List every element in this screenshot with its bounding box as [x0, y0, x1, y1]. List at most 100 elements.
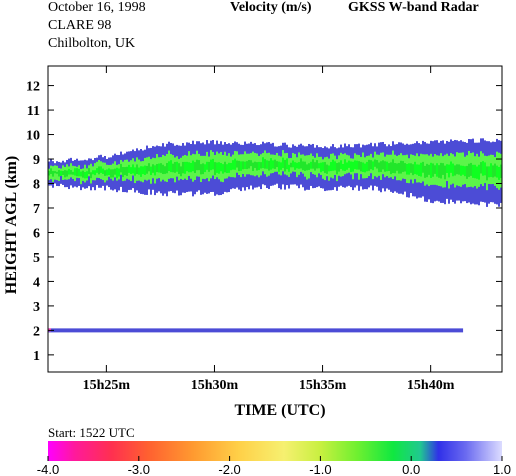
- echo-column-peak: [388, 163, 390, 171]
- echo-column-peak: [156, 164, 158, 173]
- echo-column-peak: [482, 161, 484, 176]
- echo-column-peak: [344, 159, 346, 171]
- echo-column-peak: [96, 168, 98, 173]
- echo-column-peak: [290, 162, 292, 168]
- echo-column-peak: [254, 161, 256, 168]
- echo-column-peak: [430, 162, 432, 178]
- echo-column-peak: [488, 166, 490, 178]
- echo-column-peak: [160, 163, 162, 173]
- x-tick-label: 15h30m: [191, 378, 239, 393]
- echo-column-peak: [436, 163, 438, 177]
- echo-column-peak: [476, 166, 478, 179]
- echo-column-peak: [248, 160, 250, 169]
- echo-column-peak: [460, 165, 462, 176]
- echo-column-peak: [144, 165, 146, 175]
- echo-column-peak: [70, 170, 72, 175]
- echo-column-peak: [406, 163, 408, 175]
- echo-column-peak: [282, 157, 284, 168]
- echo-column-peak: [172, 163, 174, 173]
- echo-column-peak: [274, 159, 276, 169]
- y-tick-label: 12: [26, 80, 40, 95]
- echo-column-peak: [360, 161, 362, 172]
- echo-column-peak: [190, 162, 192, 173]
- echo-column-peak: [86, 171, 88, 179]
- echo-column-peak: [310, 161, 312, 169]
- y-tick-label: 10: [26, 129, 40, 144]
- echo-column-peak: [206, 161, 208, 170]
- echo-column-peak: [378, 162, 380, 173]
- echo-column-peak: [154, 165, 156, 176]
- echo-column-peak: [66, 170, 68, 177]
- echo-column-peak: [454, 165, 456, 176]
- echo-column-peak: [352, 161, 354, 172]
- echo-column-peak: [468, 163, 470, 177]
- echo-column-peak: [200, 164, 202, 175]
- echo-column-peak: [328, 165, 330, 172]
- echo-column-peak: [152, 164, 154, 173]
- echo-column-peak: [474, 164, 476, 179]
- echo-column-peak: [268, 160, 270, 171]
- echo-column-peak: [400, 160, 402, 174]
- echo-column-peak: [94, 170, 96, 176]
- echo-column-peak: [332, 159, 334, 171]
- echo-column-peak: [138, 167, 140, 175]
- echo-column-peak: [362, 162, 364, 172]
- echo-column-peak: [410, 163, 412, 173]
- echo-column-peak: [196, 159, 198, 171]
- echo-column-peak: [380, 161, 382, 173]
- echo-column-peak: [176, 161, 178, 172]
- echo-column-peak: [446, 164, 448, 173]
- echo-column-peak: [72, 171, 74, 175]
- echo-column-peak: [276, 161, 278, 168]
- echo-column-peak: [222, 164, 224, 174]
- echo-column-peak: [350, 161, 352, 173]
- echo-column-peak: [258, 161, 260, 171]
- echo-column-peak: [484, 162, 486, 176]
- echo-column-peak: [306, 164, 308, 171]
- echo-column-peak: [288, 164, 290, 172]
- y-tick-label: 8: [33, 178, 40, 193]
- echo-column-peak: [444, 165, 446, 180]
- echo-column-peak: [398, 162, 400, 174]
- echo-column-peak: [184, 161, 186, 174]
- echo-column-peak: [500, 164, 502, 179]
- echo-column-peak: [210, 159, 212, 171]
- echo-column-peak: [496, 165, 498, 178]
- echo-column-peak: [242, 161, 244, 170]
- echo-column-peak: [426, 163, 428, 178]
- echo-column-peak: [420, 162, 422, 177]
- echo-column-peak: [202, 163, 204, 175]
- start-label: Start: 1522 UTC: [48, 425, 135, 440]
- echo-column-peak: [324, 162, 326, 174]
- echo-column-peak: [348, 160, 350, 168]
- echo-column-peak: [434, 165, 436, 174]
- echo-column-peak: [272, 160, 274, 169]
- echo-column-peak: [490, 163, 492, 177]
- echo-column-peak: [126, 166, 128, 176]
- echo-column-peak: [88, 168, 90, 174]
- low-layer-echo: [48, 328, 464, 333]
- echo-column-peak: [422, 161, 424, 173]
- echo-column-peak: [308, 163, 310, 170]
- x-axis: 15h25m 15h30m 15h35m 15h40m: [83, 66, 455, 393]
- colorbar: [48, 441, 502, 461]
- colorbar-tick-label: 1.0: [493, 462, 511, 476]
- echo-column-peak: [304, 161, 306, 171]
- y-tick-label: 6: [33, 226, 40, 241]
- echo-column-peak: [252, 162, 254, 171]
- echo-column-peak: [106, 169, 108, 176]
- x-tick-label: 15h35m: [299, 378, 347, 393]
- echo-column-peak: [412, 164, 414, 176]
- echo-column-peak: [216, 162, 218, 173]
- echo-column-peak: [232, 160, 234, 170]
- echo-column-peak: [432, 163, 434, 177]
- date-text: October 16, 1998: [48, 0, 146, 15]
- echo-column-peak: [408, 163, 410, 175]
- echo-column-peak: [192, 160, 194, 172]
- echo-column-peak: [478, 164, 480, 180]
- echo-column-peak: [102, 168, 104, 174]
- echo-column-peak: [346, 162, 348, 170]
- echo-column-peak: [114, 168, 116, 175]
- echo-column-peak: [438, 165, 440, 178]
